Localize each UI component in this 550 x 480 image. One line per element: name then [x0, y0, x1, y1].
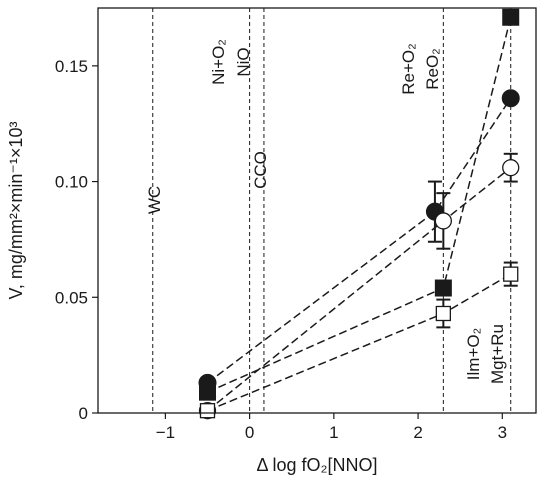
data-point-filled-square: [502, 8, 520, 26]
data-point-filled-circle: [501, 89, 520, 108]
x-tick-label: 0: [245, 423, 254, 442]
x-tick-label: 3: [498, 423, 507, 442]
data-point-filled-square: [434, 279, 452, 297]
y-axis-ticks: 0 0.05 0.10 0.15: [55, 57, 98, 423]
data-point-open-circle: [502, 159, 520, 177]
series-line: [207, 97, 512, 384]
reference-lines: [152, 8, 512, 413]
data-markers: [198, 8, 520, 420]
reference-label: ReO₂: [423, 48, 442, 90]
reference-label: CCO: [251, 151, 270, 189]
y-axis-title: V, mg/mm²×min⁻¹×10³: [6, 122, 26, 300]
x-tick-label: −1: [156, 423, 175, 442]
reference-line-labels: WC Ni+O₂ NiO CCO Re+O₂ ReO₂ Ilm+O₂ Mgt+Ru: [145, 39, 507, 384]
data-point-open-square: [199, 403, 216, 419]
y-tick-label: 0: [79, 404, 88, 423]
y-tick-label: 0.10: [55, 173, 88, 192]
reference-label: Re+O₂: [399, 43, 418, 94]
reference-label: NiO: [234, 47, 253, 76]
y-tick-label: 0.15: [55, 57, 88, 76]
plot-frame: [97, 7, 537, 414]
x-axis-title: Δ log fO₂[NNO]: [256, 455, 377, 475]
reference-label: WC: [145, 186, 164, 214]
reference-label: Mgt+Ru: [488, 324, 507, 384]
x-tick-label: 1: [329, 423, 338, 442]
data-point-open-square: [435, 305, 451, 322]
data-point-open-square: [503, 266, 519, 282]
reference-label: Ilm+O₂: [464, 328, 483, 380]
data-point-open-circle: [434, 212, 452, 230]
x-axis-ticks: −1 0 1 2 3: [156, 413, 507, 442]
y-tick-label: 0.05: [55, 288, 88, 307]
data-point-filled-circle: [198, 373, 217, 392]
error-bars: [427, 152, 518, 329]
x-tick-label: 2: [413, 423, 422, 442]
reference-label: Ni+O₂: [209, 39, 228, 85]
